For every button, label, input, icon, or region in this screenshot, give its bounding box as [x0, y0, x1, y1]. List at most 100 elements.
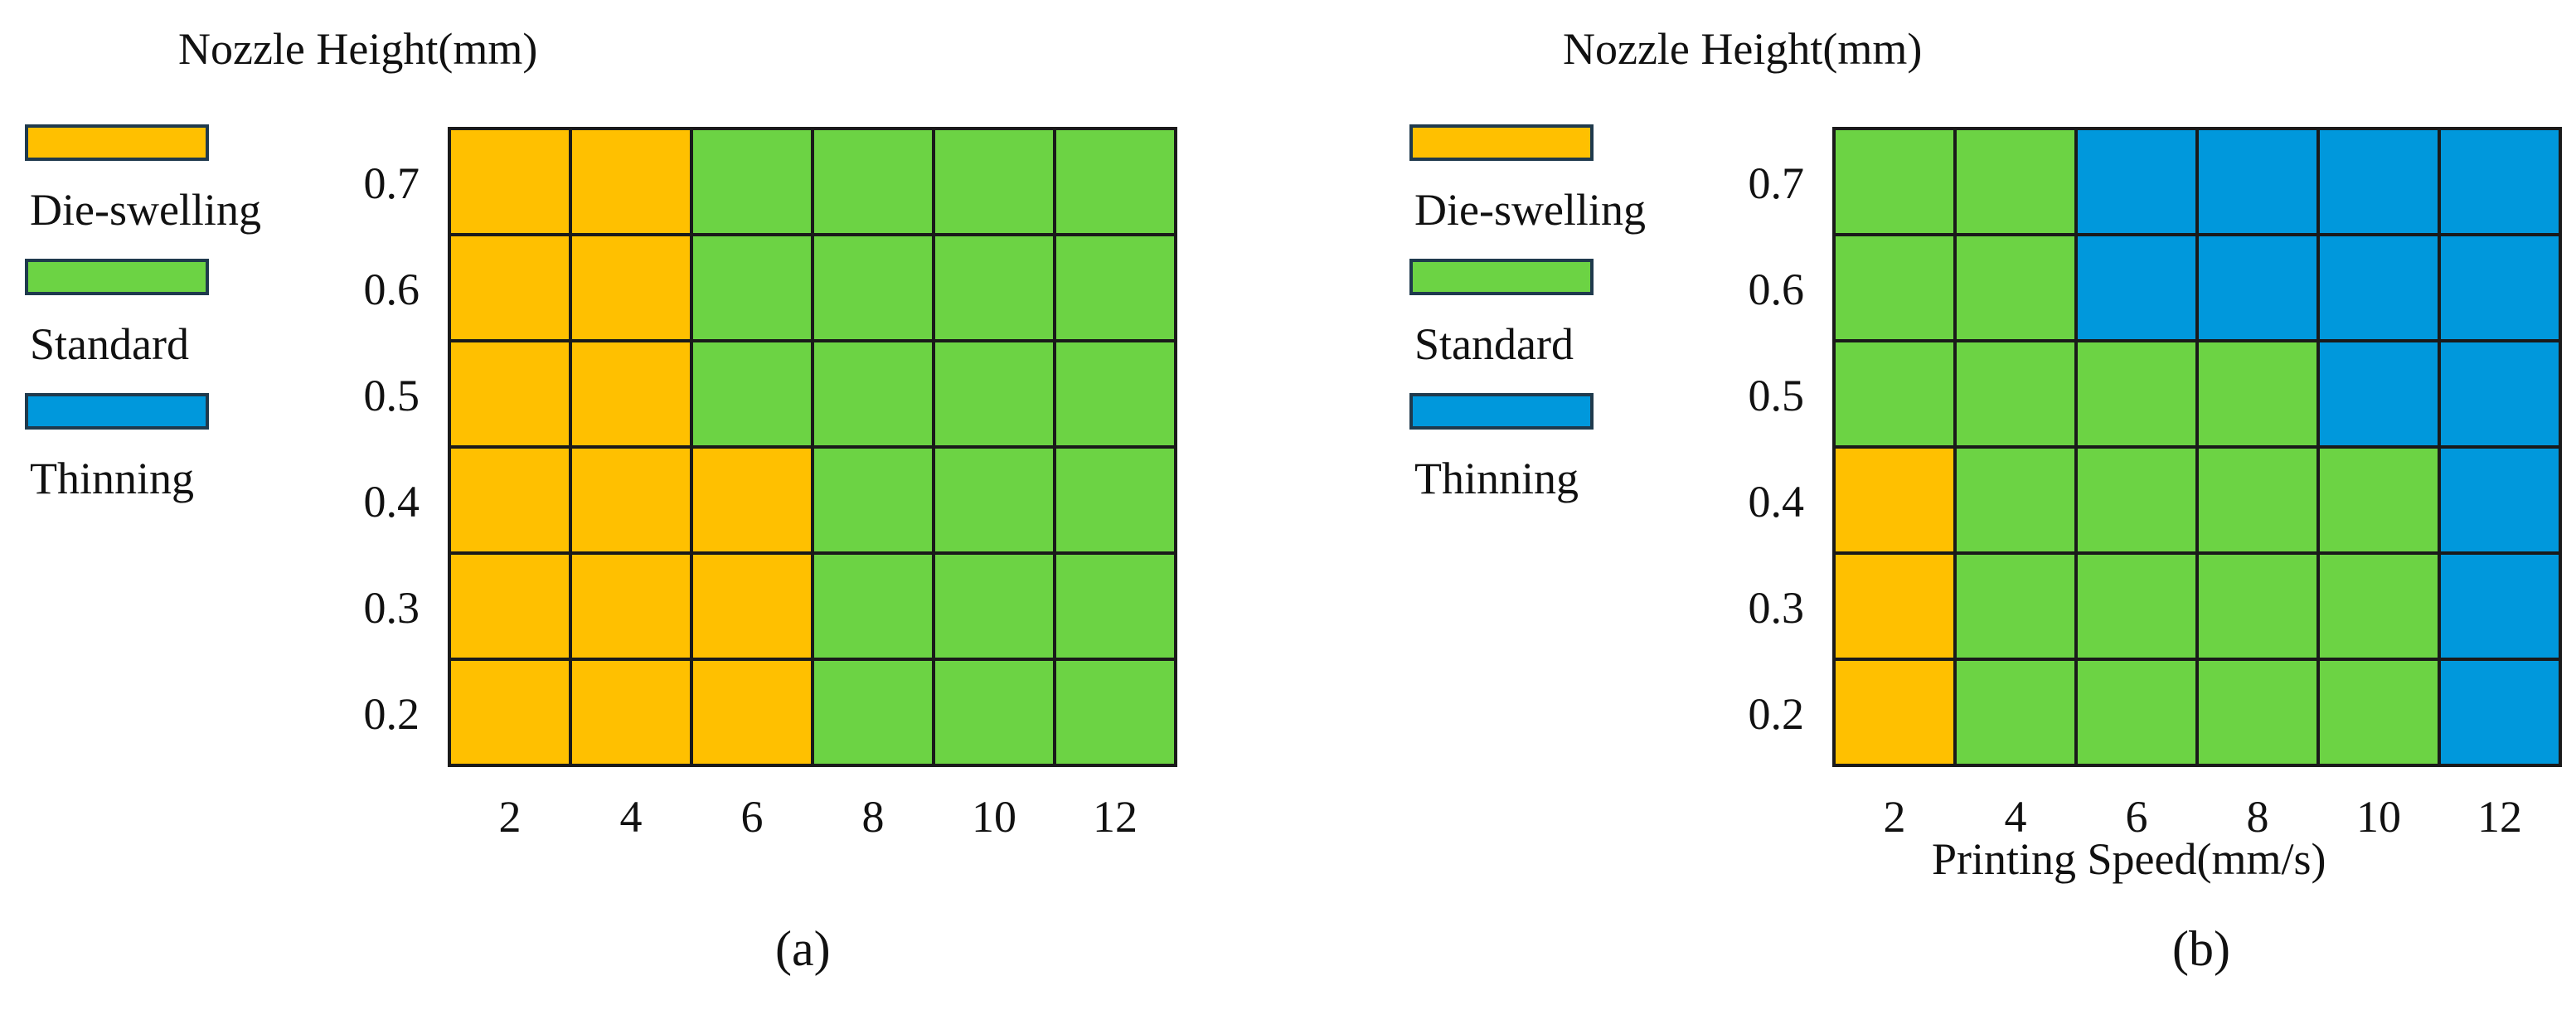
heatmap-cell	[569, 658, 693, 767]
heatmap-cell	[2316, 233, 2441, 342]
y-axis-label: Nozzle Height(mm)	[178, 24, 538, 74]
heatmap-cell	[1953, 551, 2078, 661]
x-tick-label: 12	[1093, 792, 1138, 842]
heatmap-cell	[1053, 551, 1177, 661]
y-tick-label: 0.6	[1749, 265, 1805, 314]
legend-swatch	[1409, 124, 1594, 161]
heatmap-cell	[448, 339, 572, 449]
heatmap-cell	[448, 127, 572, 236]
heatmap-cell	[690, 551, 814, 661]
x-tick-label: 12	[2477, 792, 2522, 842]
y-tick-label: 0.6	[364, 265, 420, 314]
heatmap-cell	[569, 551, 693, 661]
panel-caption: (b)	[2172, 921, 2230, 976]
legend-swatch	[25, 393, 209, 430]
heatmap-cell	[2316, 658, 2441, 767]
chart-panel-a: Nozzle Height(mm) Die-swelling Standard …	[25, 24, 1177, 976]
heatmap-cell	[811, 127, 935, 236]
heatmap-cell	[1832, 658, 1957, 767]
heatmap-cell	[2195, 127, 2320, 236]
heatmap-cell	[2316, 445, 2441, 555]
heatmap-cell	[2195, 658, 2320, 767]
heatmap-cell	[932, 658, 1056, 767]
x-tick-label: 10	[972, 792, 1016, 842]
heatmap-cell	[448, 445, 572, 555]
heatmap-cell	[811, 445, 935, 555]
heatmap-cell	[1832, 445, 1957, 555]
y-tick-label: 0.4	[364, 477, 420, 527]
heatmap-cell	[690, 445, 814, 555]
heatmap-cell	[690, 339, 814, 449]
heatmap-cell	[448, 658, 572, 767]
heatmap-cell	[690, 127, 814, 236]
y-tick-label: 0.3	[1749, 583, 1805, 633]
heatmap-cell	[1953, 233, 2078, 342]
x-axis-label: Printing Speed(mm/s)	[1932, 834, 2326, 884]
heatmap-cell	[2438, 127, 2562, 236]
heatmap-cell	[811, 658, 935, 767]
heatmap-cell	[932, 445, 1056, 555]
heatmap-cell	[2195, 339, 2320, 449]
x-tick-label: 2	[499, 792, 522, 842]
legend-swatch	[1409, 393, 1594, 430]
heatmap-cell	[1053, 339, 1177, 449]
x-tick-label: 8	[862, 792, 885, 842]
heatmap-cell	[811, 551, 935, 661]
heatmap-cell	[2316, 127, 2441, 236]
heatmap-cell	[2195, 551, 2320, 661]
y-tick-label: 0.7	[1749, 158, 1805, 208]
y-tick-label: 0.5	[364, 371, 420, 420]
heatmap-cell	[1832, 339, 1957, 449]
y-tick-label: 0.2	[1749, 689, 1805, 739]
x-tick-label: 6	[2126, 792, 2148, 842]
plot-border	[448, 127, 1177, 767]
panel-caption: (a)	[775, 921, 831, 976]
heatmap-cell	[1053, 233, 1177, 342]
y-tick-label: 0.2	[364, 689, 420, 739]
heatmap: 0.7 0.6 0.5 0.4 0.3 0.2 2 4 6 8 10 12	[1749, 127, 2562, 842]
heatmap-cell	[2074, 551, 2199, 661]
heatmap-cell	[2195, 445, 2320, 555]
heatmap-cell	[2438, 233, 2562, 342]
legend-label: Die-swelling	[1414, 185, 1646, 235]
heatmap-cell	[690, 233, 814, 342]
x-tick-label: 8	[2247, 792, 2269, 842]
heatmap-cell	[2195, 233, 2320, 342]
heatmap-cell	[932, 339, 1056, 449]
legend-label: Thinning	[1414, 454, 1579, 503]
heatmap-cell	[1953, 445, 2078, 555]
heatmap-cell	[811, 233, 935, 342]
heatmap-cell	[2074, 339, 2199, 449]
heatmap-cell	[569, 233, 693, 342]
heatmap-cell	[1832, 233, 1957, 342]
x-tick-label: 10	[2356, 792, 2401, 842]
heatmap-cell	[1053, 445, 1177, 555]
heatmap-cell	[932, 127, 1056, 236]
heatmap-cell	[569, 445, 693, 555]
heatmap-cell	[1053, 127, 1177, 236]
heatmap-cell	[1953, 127, 2078, 236]
x-tick-label: 2	[1884, 792, 1906, 842]
heatmap-cell	[2438, 445, 2562, 555]
x-tick-label: 4	[2005, 792, 2027, 842]
chart-panel-b: Nozzle Height(mm) Die-swelling Standard …	[1385, 0, 2576, 1010]
y-tick-label: 0.3	[364, 583, 420, 633]
heatmap-cell	[2438, 339, 2562, 449]
heatmap-cell	[2074, 658, 2199, 767]
heatmap-cell	[2074, 445, 2199, 555]
heatmap-cell	[811, 339, 935, 449]
legend-label: Thinning	[30, 454, 194, 503]
heatmap-cell	[1953, 339, 2078, 449]
heatmap-cell	[569, 127, 693, 236]
heatmap-cell	[1832, 127, 1957, 236]
legend-swatch	[25, 124, 209, 161]
heatmap-cell	[1832, 551, 1957, 661]
heatmap-cell	[448, 233, 572, 342]
heatmap-cell	[569, 339, 693, 449]
y-axis-label: Nozzle Height(mm)	[1563, 24, 1923, 74]
legend-swatch	[1409, 259, 1594, 295]
legend-label: Standard	[30, 319, 189, 369]
heatmap-cell	[1953, 658, 2078, 767]
heatmap-cell	[2074, 233, 2199, 342]
heatmap-cell	[1053, 658, 1177, 767]
